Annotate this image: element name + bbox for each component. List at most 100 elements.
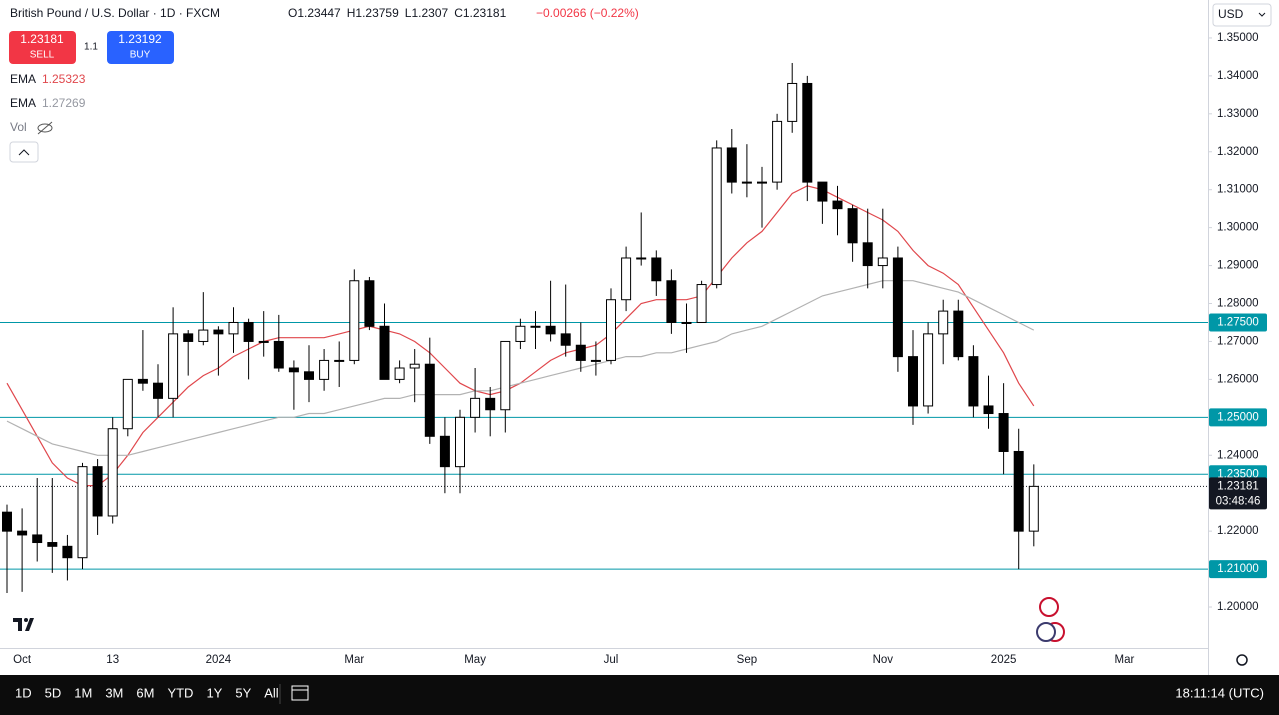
collapse-button[interactable] [9,141,39,163]
ema-name: EMA [10,96,36,110]
ohlc-value: 1.23181 [463,6,507,20]
candle-body [243,321,254,342]
y-tick-label: 1.35000 [1217,32,1259,44]
candle-body [288,367,299,373]
calendar-icon[interactable] [291,685,309,701]
candle-body [228,321,239,335]
candle-body [953,310,964,358]
y-tick-label: 1.26000 [1217,373,1259,385]
buy-bg[interactable] [107,31,174,64]
candle-body [122,378,133,430]
clock: 18:11:14 (UTC) [1175,685,1264,700]
candle-body [681,321,692,324]
sell-label[interactable]: SELL [30,50,55,61]
y-tick-label: 1.31000 [1217,184,1259,196]
level-label: 1.25000 [1217,411,1259,423]
candle-body [500,340,511,411]
range-button[interactable]: 1M [74,685,92,700]
y-tick-label: 1.28000 [1217,298,1259,310]
ohlc-value: 1.2307 [411,6,448,20]
range-button[interactable]: 6M [136,685,154,700]
candle-body [606,299,616,361]
x-tick-label: Mar [344,654,364,666]
ema-value: 1.25323 [42,72,86,86]
y-tick-label: 1.32000 [1217,146,1259,158]
range-button[interactable]: 5D [45,685,62,700]
candle-body [1013,450,1024,532]
vol-label: Vol [10,120,27,134]
x-tick-label: Sep [737,654,757,666]
sell-bg[interactable] [9,31,76,64]
symbol-title: British Pound / U.S. Dollar · 1D · FXCM [10,6,220,20]
candle-body [530,325,541,328]
level-label-bg [1209,408,1267,427]
candle-body [711,147,722,286]
x-tick-label: 13 [106,654,119,666]
candle-body [515,325,526,342]
candle-body [741,181,752,184]
buy-label[interactable]: BUY [130,50,151,61]
candle-body [575,344,586,361]
x-tick-label: Nov [873,654,894,666]
candle-body [349,280,360,361]
ohlc-value: 1.23447 [297,6,341,20]
candle-body [137,378,148,384]
ema-name: EMA [10,72,36,86]
candle-body [47,542,58,547]
candle-body [379,325,390,380]
candle-body [409,363,420,369]
range-button[interactable]: All [264,685,279,700]
candle-body [17,530,28,536]
candle-body [998,413,1009,452]
range-button[interactable]: YTD [167,685,193,700]
candle-body [439,435,450,468]
candle-body [621,257,632,301]
buy-button[interactable]: 1.23192 BUY [107,31,174,64]
candle-body [892,257,903,358]
range-button[interactable]: 5Y [235,685,251,700]
y-tick-label: 1.29000 [1217,260,1259,272]
countdown: 03:48:46 [1216,495,1261,507]
range-button[interactable]: 1Y [206,685,222,700]
candle-body [877,257,888,267]
level-label: 1.23500 [1217,468,1259,480]
candle-body [485,397,496,411]
candle-body [273,340,284,369]
candle-body [666,280,677,323]
range-button[interactable]: 3M [105,685,123,700]
range-button[interactable]: 1D [15,685,32,700]
candle-body [304,371,314,380]
candle-body [802,82,813,183]
candle-body [696,284,707,323]
x-tick-label: 2024 [206,654,232,666]
candle-body [198,329,209,342]
x-tick-label: Jul [604,654,619,666]
level-label-bg [1209,560,1267,579]
candle-body [636,257,647,260]
range-buttons: 1D 5D 1M 3M 6M YTD 1Y 5Y All [15,685,279,700]
y-tick-label: 1.27000 [1217,335,1259,347]
candle-body [32,534,43,544]
currency[interactable]: USD [1218,7,1244,21]
sell-button[interactable]: 1.23181 SELL [9,31,76,64]
plot-area [0,62,1208,593]
candle-body [968,356,979,407]
candle-body [787,82,798,122]
candle-body [455,416,465,468]
ohlc-legend: O 1.23447 H 1.23759 L 1.2307 C 1.23181 [288,6,507,20]
buy-price[interactable]: 1.23192 [118,32,162,46]
x-tick-label: Mar [1114,654,1134,666]
currency-button[interactable]: USD [1212,3,1272,27]
ema-line [6,280,1035,456]
candle-body [77,466,88,559]
candle-body [1028,485,1039,532]
candle-body [107,428,118,517]
candle-body [334,359,345,362]
spread: 1.1 [84,42,98,53]
eye-icon[interactable] [37,121,53,135]
candle-body [923,333,934,407]
settings-icon[interactable] [1236,654,1248,666]
candle-body [183,333,194,342]
candle-body [817,181,828,202]
sell-price[interactable]: 1.23181 [20,32,64,46]
